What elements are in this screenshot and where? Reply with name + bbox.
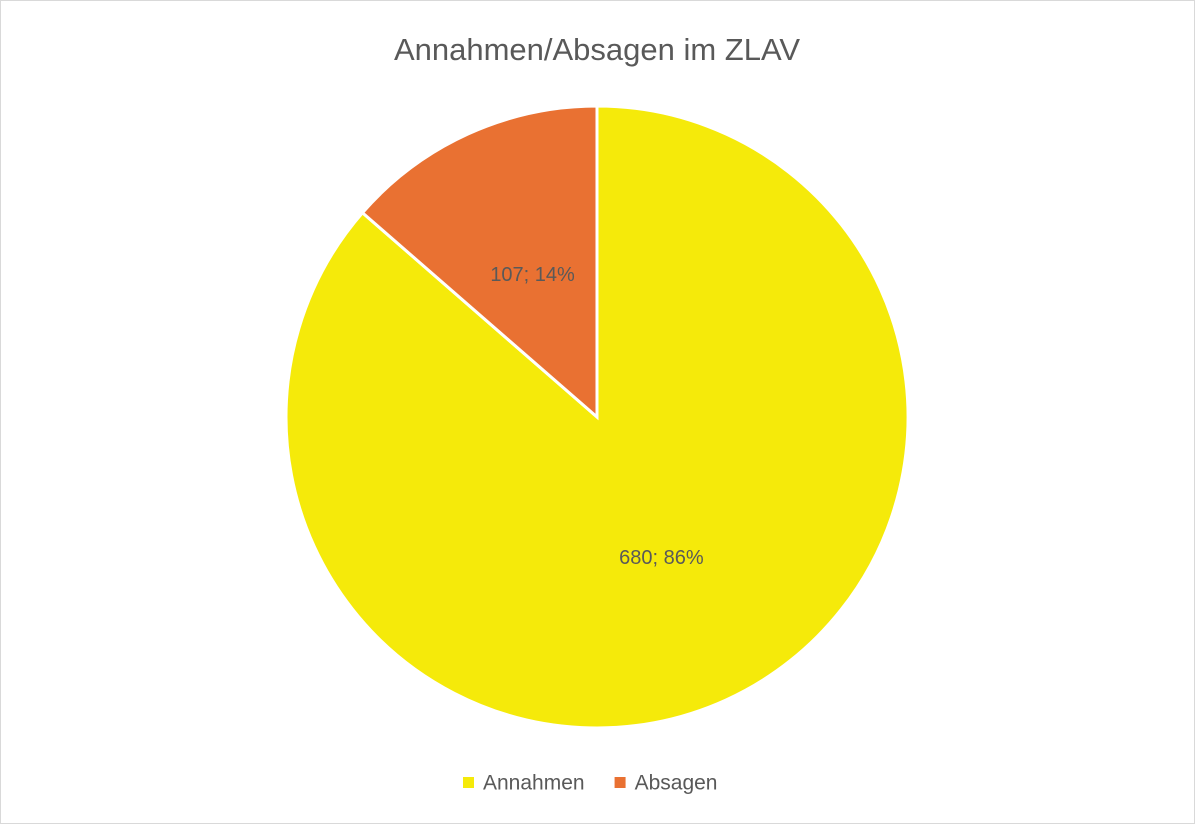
legend-swatch xyxy=(614,777,626,788)
pie-slice xyxy=(284,104,910,730)
legend-swatch xyxy=(463,777,474,788)
data-label: 107; 14% xyxy=(490,264,575,286)
legend-label: Annahmen xyxy=(483,772,585,795)
legend-label: Absagen xyxy=(635,772,718,795)
data-label: 680; 86% xyxy=(619,547,704,569)
pie-slice xyxy=(360,104,599,421)
chart-title: Annahmen/Absagen im ZLAV xyxy=(394,32,800,67)
